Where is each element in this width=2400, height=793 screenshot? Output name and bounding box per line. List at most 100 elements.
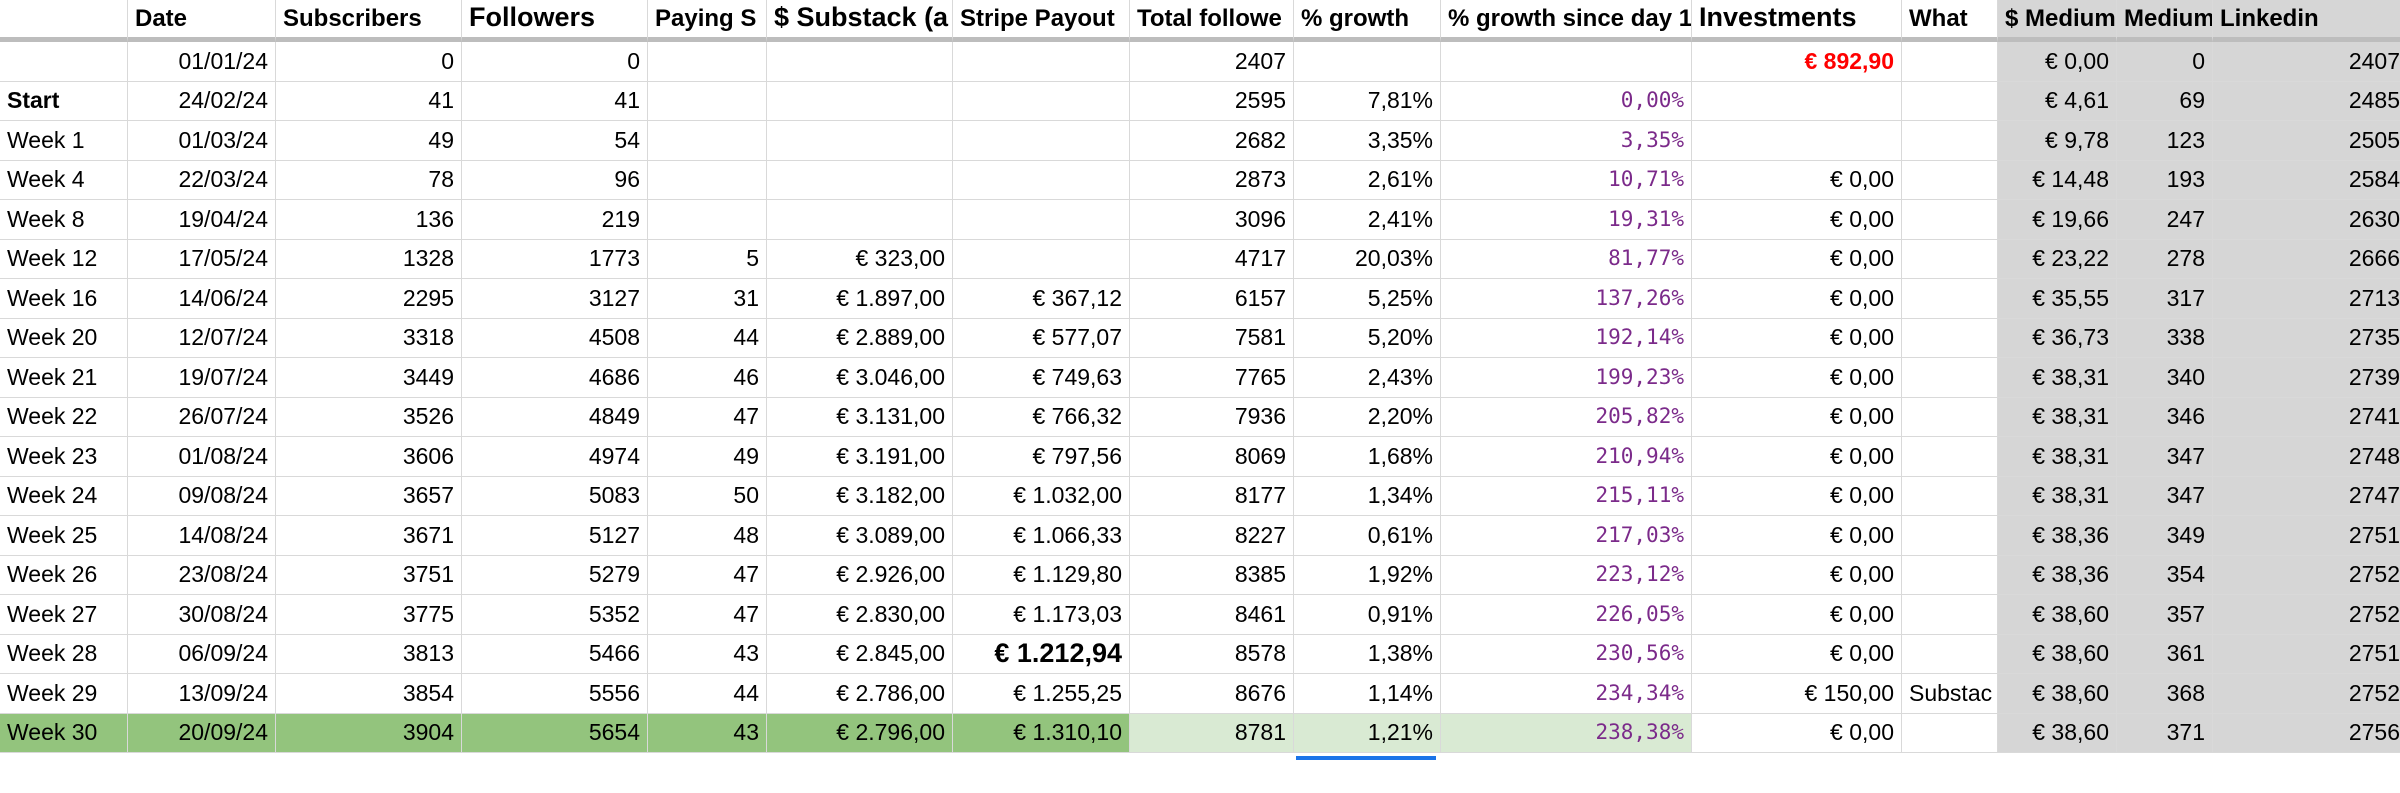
- cell-substack-revenue[interactable]: € 3.046,00: [767, 358, 953, 398]
- cell-medium-revenue[interactable]: € 38,31: [1998, 358, 2117, 398]
- cell-row-label[interactable]: Week 25: [0, 516, 128, 556]
- cell-growth[interactable]: 5,20%: [1294, 318, 1441, 358]
- cell-what[interactable]: [1902, 279, 1998, 319]
- header-total-followers[interactable]: Total followe: [1130, 0, 1294, 42]
- cell-row-label[interactable]: Week 29: [0, 674, 128, 714]
- cell-stripe-payout[interactable]: [953, 200, 1130, 240]
- cell-growth-since-day-1[interactable]: 205,82%: [1441, 397, 1692, 437]
- header-growth-since-day-1[interactable]: % growth since day 1: [1441, 0, 1692, 42]
- header-followers[interactable]: Followers: [462, 0, 648, 42]
- cell-growth-since-day-1[interactable]: 238,38%: [1441, 713, 1692, 753]
- cell-stripe-payout[interactable]: € 797,56: [953, 437, 1130, 477]
- cell-paying-subscribers[interactable]: [648, 200, 767, 240]
- cell-substack-revenue[interactable]: [767, 121, 953, 161]
- cell-paying-subscribers[interactable]: 47: [648, 397, 767, 437]
- cell-paying-subscribers[interactable]: [648, 81, 767, 121]
- cell-substack-revenue[interactable]: € 2.830,00: [767, 595, 953, 635]
- cell-what[interactable]: Substac: [1902, 674, 1998, 714]
- cell-paying-subscribers[interactable]: 43: [648, 634, 767, 674]
- cell-subscribers[interactable]: 3751: [276, 555, 462, 595]
- cell-subscribers[interactable]: 3449: [276, 358, 462, 398]
- cell-row-label[interactable]: Week 22: [0, 397, 128, 437]
- cell-total-followers[interactable]: 8676: [1130, 674, 1294, 714]
- cell-linkedin[interactable]: 2751: [2213, 634, 2400, 674]
- cell-medium-revenue[interactable]: € 35,55: [1998, 279, 2117, 319]
- header-subscribers[interactable]: Subscribers: [276, 0, 462, 42]
- cell-growth-since-day-1[interactable]: 210,94%: [1441, 437, 1692, 477]
- cell-linkedin[interactable]: 2739: [2213, 358, 2400, 398]
- header-date[interactable]: Date: [128, 0, 276, 42]
- cell-followers[interactable]: 5654: [462, 713, 648, 753]
- cell-subscribers[interactable]: 0: [276, 42, 462, 82]
- cell-followers[interactable]: 41: [462, 81, 648, 121]
- header-substack-revenue[interactable]: $ Substack (a: [767, 0, 953, 42]
- cell-investments[interactable]: € 892,90: [1692, 42, 1902, 82]
- cell-growth-since-day-1[interactable]: 0,00%: [1441, 81, 1692, 121]
- cell-what[interactable]: [1902, 239, 1998, 279]
- cell-row-label[interactable]: Week 24: [0, 476, 128, 516]
- cell-total-followers[interactable]: 2682: [1130, 121, 1294, 161]
- cell-medium-revenue[interactable]: € 4,61: [1998, 81, 2117, 121]
- cell-subscribers[interactable]: 49: [276, 121, 462, 161]
- cell-medium-revenue[interactable]: € 38,60: [1998, 634, 2117, 674]
- cell-medium-followers[interactable]: 278: [2117, 239, 2213, 279]
- cell-growth[interactable]: 1,92%: [1294, 555, 1441, 595]
- cell-medium-revenue[interactable]: € 38,31: [1998, 397, 2117, 437]
- cell-what[interactable]: [1902, 358, 1998, 398]
- cell-growth-since-day-1[interactable]: 137,26%: [1441, 279, 1692, 319]
- cell-linkedin[interactable]: 2747: [2213, 476, 2400, 516]
- cell-growth-since-day-1[interactable]: 230,56%: [1441, 634, 1692, 674]
- cell-subscribers[interactable]: 1328: [276, 239, 462, 279]
- cell-what[interactable]: [1902, 397, 1998, 437]
- cell-what[interactable]: [1902, 200, 1998, 240]
- cell-growth-since-day-1[interactable]: 217,03%: [1441, 516, 1692, 556]
- cell-row-label[interactable]: Week 30: [0, 713, 128, 753]
- cell-total-followers[interactable]: 2873: [1130, 160, 1294, 200]
- cell-linkedin[interactable]: 2751: [2213, 516, 2400, 556]
- header-growth[interactable]: % growth: [1294, 0, 1441, 42]
- cell-linkedin[interactable]: 2741: [2213, 397, 2400, 437]
- cell-growth-since-day-1[interactable]: 215,11%: [1441, 476, 1692, 516]
- cell-medium-revenue[interactable]: € 36,73: [1998, 318, 2117, 358]
- cell-date[interactable]: 13/09/24: [128, 674, 276, 714]
- cell-linkedin[interactable]: 2752: [2213, 595, 2400, 635]
- cell-linkedin[interactable]: 2630: [2213, 200, 2400, 240]
- cell-total-followers[interactable]: 3096: [1130, 200, 1294, 240]
- cell-investments[interactable]: € 0,00: [1692, 397, 1902, 437]
- cell-linkedin[interactable]: 2748: [2213, 437, 2400, 477]
- cell-what[interactable]: [1902, 516, 1998, 556]
- cell-total-followers[interactable]: 8227: [1130, 516, 1294, 556]
- cell-row-label[interactable]: Week 21: [0, 358, 128, 398]
- cell-investments[interactable]: € 0,00: [1692, 595, 1902, 635]
- cell-followers[interactable]: 5127: [462, 516, 648, 556]
- cell-total-followers[interactable]: 6157: [1130, 279, 1294, 319]
- cell-medium-revenue[interactable]: € 38,36: [1998, 516, 2117, 556]
- cell-linkedin[interactable]: 2752: [2213, 555, 2400, 595]
- cell-followers[interactable]: 54: [462, 121, 648, 161]
- cell-stripe-payout[interactable]: € 1.255,25: [953, 674, 1130, 714]
- cell-investments[interactable]: [1692, 81, 1902, 121]
- cell-date[interactable]: 01/01/24: [128, 42, 276, 82]
- cell-investments[interactable]: € 0,00: [1692, 200, 1902, 240]
- cell-growth[interactable]: 1,68%: [1294, 437, 1441, 477]
- cell-paying-subscribers[interactable]: 44: [648, 674, 767, 714]
- cell-medium-followers[interactable]: 338: [2117, 318, 2213, 358]
- cell-date[interactable]: 01/08/24: [128, 437, 276, 477]
- cell-subscribers[interactable]: 3526: [276, 397, 462, 437]
- cell-row-label[interactable]: [0, 42, 128, 82]
- cell-stripe-payout[interactable]: € 577,07: [953, 318, 1130, 358]
- cell-investments[interactable]: € 0,00: [1692, 555, 1902, 595]
- cell-investments[interactable]: € 0,00: [1692, 476, 1902, 516]
- cell-stripe-payout[interactable]: [953, 239, 1130, 279]
- cell-paying-subscribers[interactable]: 47: [648, 555, 767, 595]
- header-stripe-payout[interactable]: Stripe Payout: [953, 0, 1130, 42]
- cell-substack-revenue[interactable]: [767, 42, 953, 82]
- cell-total-followers[interactable]: 8177: [1130, 476, 1294, 516]
- cell-total-followers[interactable]: 7765: [1130, 358, 1294, 398]
- cell-row-label[interactable]: Week 4: [0, 160, 128, 200]
- cell-what[interactable]: [1902, 476, 1998, 516]
- cell-followers[interactable]: 4974: [462, 437, 648, 477]
- cell-medium-revenue[interactable]: € 38,31: [1998, 476, 2117, 516]
- cell-substack-revenue[interactable]: € 2.786,00: [767, 674, 953, 714]
- header-linkedin[interactable]: Linkedin: [2213, 0, 2400, 42]
